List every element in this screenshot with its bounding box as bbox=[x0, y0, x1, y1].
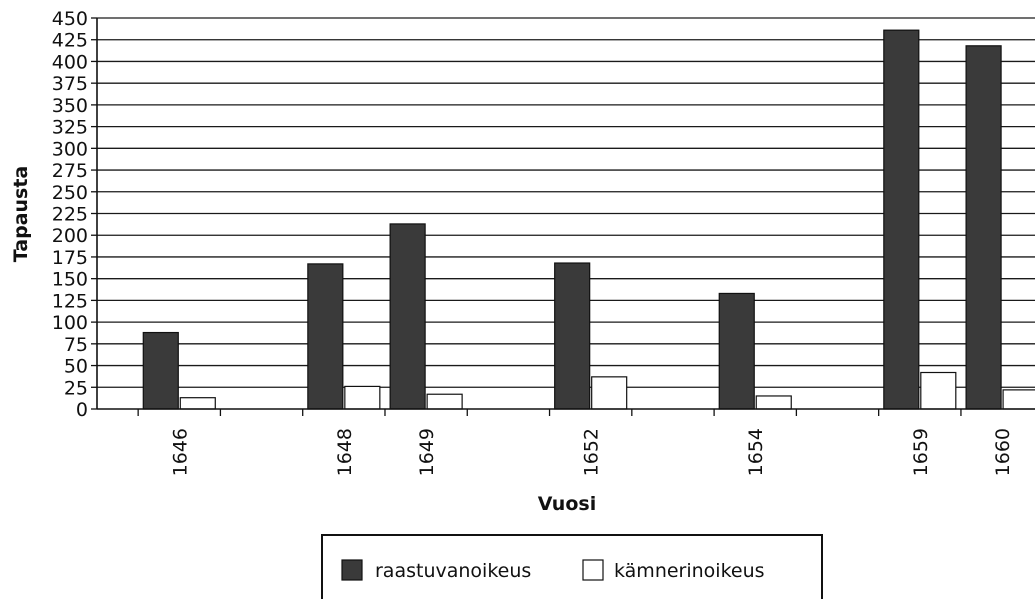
bar-raastuvanoikeus-1659 bbox=[884, 30, 919, 409]
y-tick-label: 275 bbox=[52, 160, 88, 182]
y-tick-label: 350 bbox=[52, 95, 88, 117]
legend-swatch-kamnerinoikeus bbox=[583, 560, 603, 580]
y-tick-label: 400 bbox=[52, 51, 88, 73]
y-tick-label: 25 bbox=[64, 377, 88, 399]
bars bbox=[143, 30, 1035, 409]
y-tick-label: 300 bbox=[52, 138, 88, 160]
x-tick-label: 1660 bbox=[992, 428, 1014, 476]
y-tick-label: 50 bbox=[64, 356, 88, 378]
bar-kamnerinoikeus-1659 bbox=[921, 373, 956, 409]
y-tick-label: 150 bbox=[52, 269, 88, 291]
y-tick-label: 225 bbox=[52, 204, 88, 226]
x-tick-label: 1659 bbox=[910, 428, 932, 476]
y-tick-label: 100 bbox=[52, 312, 88, 334]
bar-kamnerinoikeus-1648 bbox=[345, 386, 380, 409]
x-tick-labels: 1646 1648 1649 1652 1654 1659 1660 bbox=[169, 428, 1014, 476]
bar-raastuvanoikeus-1649 bbox=[390, 224, 425, 409]
bar-kamnerinoikeus-1646 bbox=[180, 398, 215, 409]
legend-swatch-raastuvanoikeus bbox=[342, 560, 362, 580]
x-tick-label: 1648 bbox=[334, 428, 356, 476]
y-tick-label: 175 bbox=[52, 247, 88, 269]
bar-raastuvanoikeus-1660 bbox=[966, 46, 1001, 409]
bar-kamnerinoikeus-1652 bbox=[592, 377, 627, 409]
x-tick-label: 1654 bbox=[745, 428, 767, 476]
y-axis-title: Tapausta bbox=[10, 166, 32, 263]
bar-kamnerinoikeus-1660 bbox=[1003, 390, 1035, 409]
bar-kamnerinoikeus-1649 bbox=[427, 394, 462, 409]
y-tick-label: 450 bbox=[52, 8, 88, 30]
y-tick-label: 125 bbox=[52, 290, 88, 312]
bar-raastuvanoikeus-1646 bbox=[143, 333, 178, 409]
y-tick-label: 250 bbox=[52, 182, 88, 204]
y-tick-label: 0 bbox=[76, 399, 88, 421]
legend-label-kamnerinoikeus: kämnerinoikeus bbox=[614, 560, 765, 582]
bar-raastuvanoikeus-1654 bbox=[719, 293, 754, 409]
y-tick-labels: 0255075100125150175200225250275300325350… bbox=[52, 8, 88, 421]
x-tick-label: 1646 bbox=[169, 428, 191, 476]
y-tick-label: 325 bbox=[52, 117, 88, 139]
y-tick-label: 200 bbox=[52, 225, 88, 247]
bar-kamnerinoikeus-1654 bbox=[756, 396, 791, 409]
bar-raastuvanoikeus-1652 bbox=[555, 263, 590, 409]
bar-raastuvanoikeus-1648 bbox=[308, 264, 343, 409]
y-tick-label: 75 bbox=[64, 334, 88, 356]
y-tick-label: 375 bbox=[52, 73, 88, 95]
y-tick-label: 425 bbox=[52, 30, 88, 52]
x-tick-label: 1652 bbox=[581, 428, 603, 476]
x-tick-label: 1649 bbox=[416, 428, 438, 476]
x-axis-title: Vuosi bbox=[538, 493, 596, 515]
legend: raastuvanoikeus kämnerinoikeus bbox=[322, 535, 822, 599]
legend-label-raastuvanoikeus: raastuvanoikeus bbox=[375, 560, 531, 582]
